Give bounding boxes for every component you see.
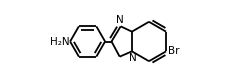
Text: N: N [129,53,136,63]
Text: H₂N: H₂N [50,37,69,46]
Text: N: N [116,15,124,25]
Text: Br: Br [168,46,179,56]
